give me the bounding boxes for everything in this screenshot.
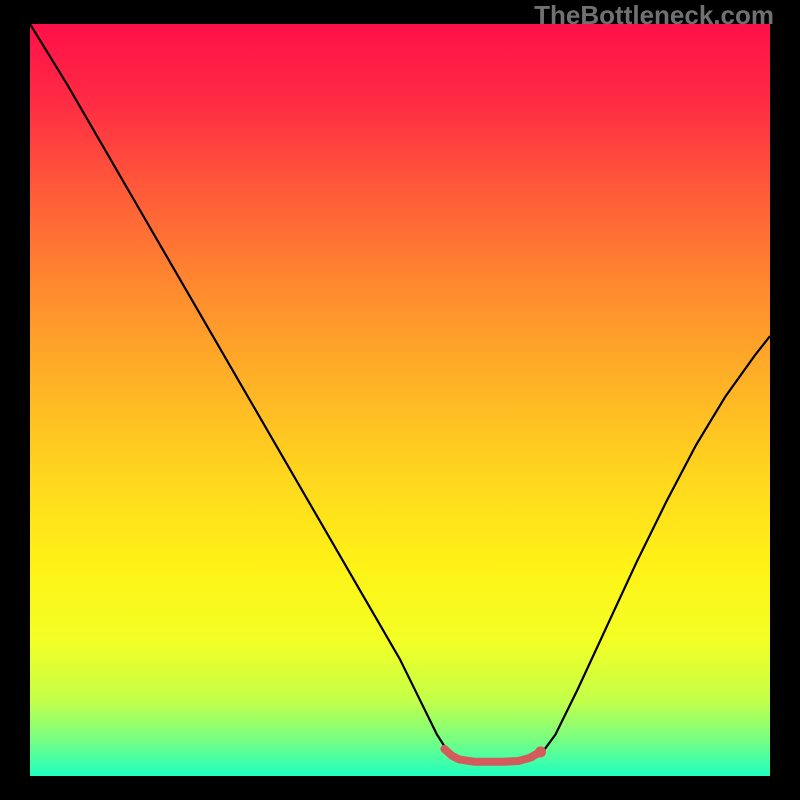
chart-svg bbox=[30, 24, 770, 776]
optimal-point-dot bbox=[535, 746, 546, 757]
watermark-text: TheBottleneck.com bbox=[534, 0, 774, 31]
chart-stage: TheBottleneck.com bbox=[0, 0, 800, 800]
plot-area bbox=[30, 24, 770, 776]
chart-background bbox=[30, 24, 770, 776]
